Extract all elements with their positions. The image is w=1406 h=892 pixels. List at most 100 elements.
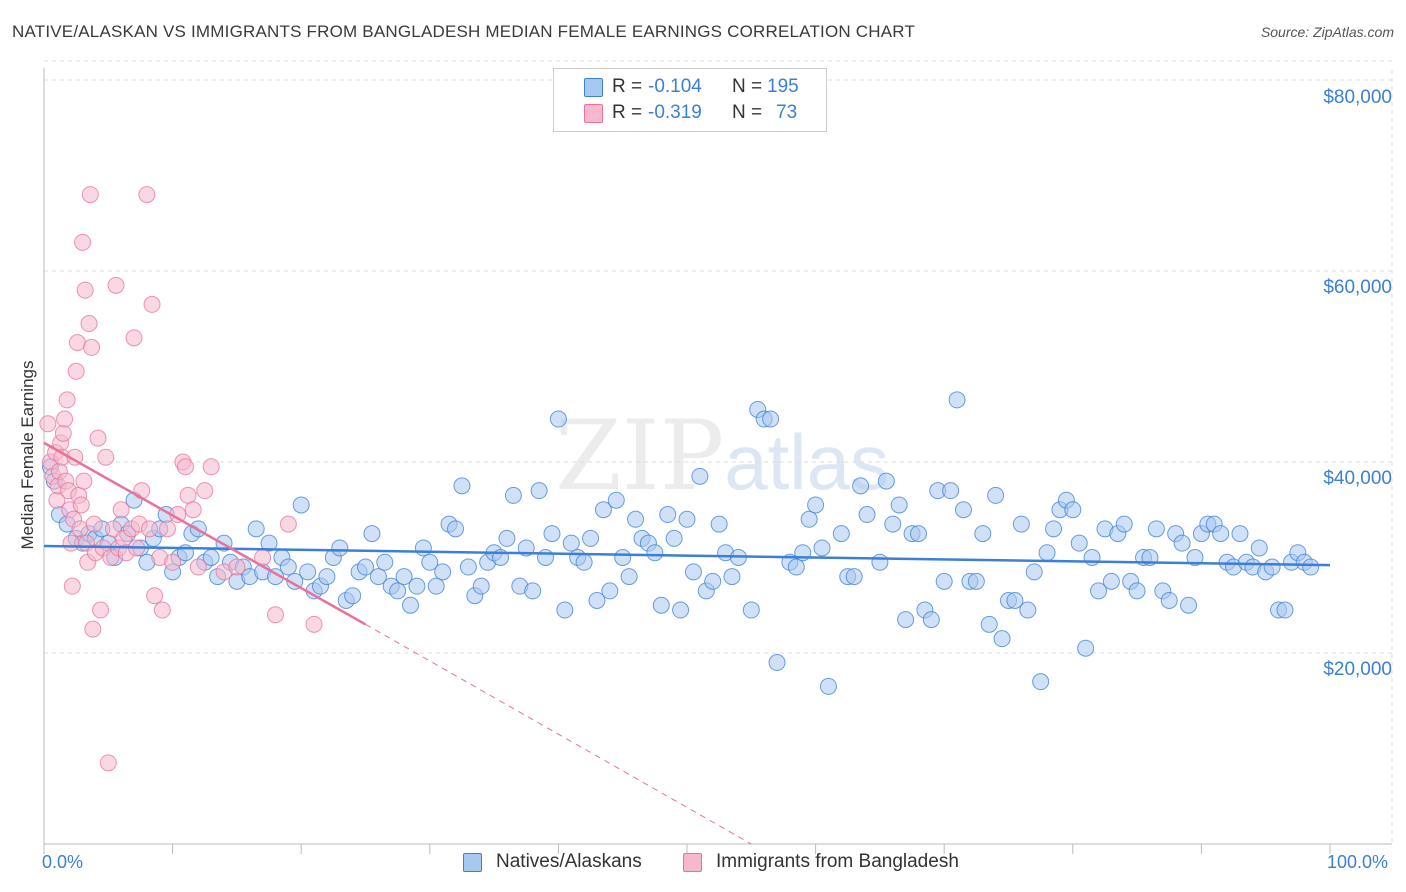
trendline-bangladesh-extension xyxy=(365,623,752,845)
point-bangladesh xyxy=(179,486,197,504)
legend-r-value-bangladesh: -0.319 xyxy=(648,102,702,123)
point-bangladesh xyxy=(202,458,220,476)
point-natives xyxy=(524,582,542,600)
point-natives xyxy=(665,529,683,547)
point-natives xyxy=(292,496,310,514)
point-bangladesh xyxy=(99,754,117,772)
point-natives xyxy=(652,596,670,614)
y-tick-label-20000: $20,000 xyxy=(1323,659,1392,680)
point-bangladesh xyxy=(84,620,102,638)
point-natives xyxy=(897,611,915,629)
point-natives xyxy=(504,486,522,504)
legend-r-label: R = xyxy=(612,102,643,123)
point-natives xyxy=(871,553,889,571)
point-natives xyxy=(562,534,580,552)
trendline-natives xyxy=(43,544,1331,567)
point-bangladesh xyxy=(67,362,85,380)
point-natives xyxy=(787,558,805,576)
legend-swatch-bangladesh xyxy=(584,104,603,123)
point-bangladesh xyxy=(153,601,171,619)
point-natives xyxy=(408,577,426,595)
point-natives xyxy=(588,591,606,609)
point-bangladesh xyxy=(81,186,99,204)
point-natives xyxy=(453,477,471,495)
legend-r-value-natives: -0.104 xyxy=(648,76,702,97)
point-natives xyxy=(987,486,1005,504)
point-bangladesh xyxy=(74,233,92,251)
point-natives xyxy=(704,572,722,590)
point-natives xyxy=(723,568,741,586)
point-natives xyxy=(1160,591,1178,609)
trendline-bangladesh xyxy=(43,441,367,626)
point-bangladesh xyxy=(107,276,125,294)
point-natives xyxy=(344,587,362,605)
point-natives xyxy=(832,525,850,543)
point-bangladesh xyxy=(58,391,76,409)
point-natives xyxy=(543,525,561,543)
point-natives xyxy=(1070,534,1088,552)
point-bangladesh xyxy=(112,501,130,519)
point-natives xyxy=(935,572,953,590)
point-natives xyxy=(1180,596,1198,614)
point-bangladesh xyxy=(56,410,74,428)
point-natives xyxy=(742,601,760,619)
point-natives xyxy=(1038,544,1056,562)
point-natives xyxy=(852,477,870,495)
point-bangladesh xyxy=(164,553,182,571)
point-natives xyxy=(922,611,940,629)
legend-n-label: N = xyxy=(732,102,763,123)
point-bangladesh xyxy=(71,520,89,538)
point-natives xyxy=(762,410,780,428)
point-natives xyxy=(1090,582,1108,600)
point-natives xyxy=(318,568,336,586)
point-natives xyxy=(498,529,516,547)
point-natives xyxy=(1083,549,1101,566)
point-natives xyxy=(414,539,432,557)
point-natives xyxy=(447,520,465,538)
point-natives xyxy=(389,582,407,600)
point-natives xyxy=(376,553,394,571)
point-bangladesh xyxy=(138,186,156,204)
point-bangladesh xyxy=(305,615,323,633)
point-natives xyxy=(993,630,1011,648)
point-natives xyxy=(369,568,387,586)
point-bangladesh xyxy=(146,587,164,605)
point-natives xyxy=(967,572,985,590)
point-natives xyxy=(1045,520,1063,538)
point-natives xyxy=(1212,525,1230,543)
point-natives xyxy=(247,520,265,538)
point-natives xyxy=(813,539,831,557)
y-tick-label-40000: $40,000 xyxy=(1323,468,1392,489)
point-natives xyxy=(331,539,349,557)
point-bangladesh xyxy=(92,601,110,619)
point-natives xyxy=(768,654,786,672)
bottom-legend-swatch-bangladesh xyxy=(683,853,702,872)
x-tick-label-min: 0.0% xyxy=(42,852,84,872)
point-bangladesh xyxy=(63,577,81,595)
point-natives xyxy=(434,563,452,581)
point-natives xyxy=(974,525,992,543)
point-natives xyxy=(1302,558,1320,576)
point-natives xyxy=(427,577,445,595)
point-bangladesh xyxy=(54,424,72,442)
legend-n-value-natives: 195 xyxy=(767,76,799,97)
point-natives xyxy=(1025,563,1043,581)
point-natives xyxy=(659,506,677,524)
point-natives xyxy=(1173,534,1191,552)
point-natives xyxy=(890,496,908,514)
legend-n-value-bangladesh: 73 xyxy=(776,102,798,123)
point-natives xyxy=(1263,558,1281,576)
point-natives xyxy=(691,467,709,485)
point-natives xyxy=(530,482,548,500)
point-natives xyxy=(1032,673,1050,691)
y-axis-label: Median Female Earnings xyxy=(18,360,37,550)
point-natives xyxy=(819,677,837,695)
point-natives xyxy=(942,482,960,500)
point-natives xyxy=(459,558,477,576)
point-natives xyxy=(556,601,574,619)
point-natives xyxy=(877,472,895,490)
bottom-legend-label-bangladesh: Immigrants from Bangladesh xyxy=(716,851,959,872)
point-bangladesh xyxy=(80,315,98,333)
point-natives xyxy=(1276,601,1294,619)
